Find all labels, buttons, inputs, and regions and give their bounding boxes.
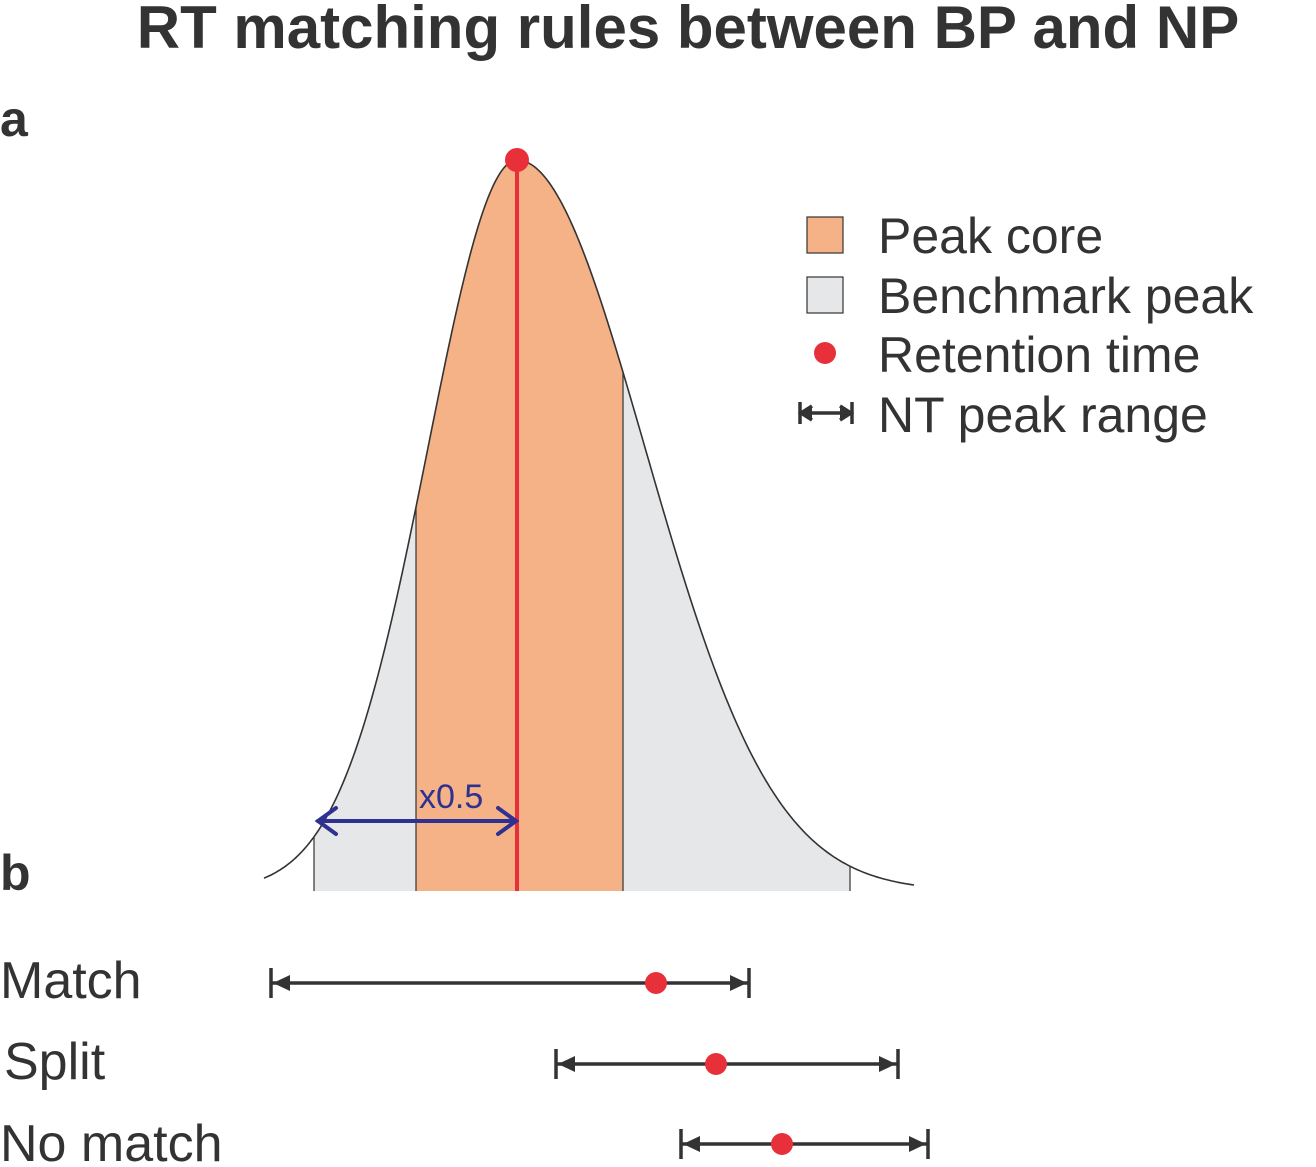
retention-time-split [705, 1053, 727, 1075]
legend-label-retention-time: Retention time [878, 327, 1200, 383]
legend-label-nt-peak-range: NT peak range [878, 387, 1208, 443]
retention-time-match [645, 972, 667, 994]
half-width-arrow [314, 806, 520, 836]
panel-label-a: a [0, 91, 29, 147]
panel-label-b: b [0, 845, 31, 901]
legend-marker-retention-time [814, 342, 836, 364]
legend-label-peak-core: Peak core [878, 208, 1103, 264]
peak-curve [263, 159, 915, 886]
legend-label-benchmark-peak: Benchmark peak [878, 268, 1254, 324]
retention-time-no-match [771, 1133, 793, 1155]
row-label-match: Match [0, 952, 142, 1010]
half-width-label: x0.5 [419, 778, 483, 816]
row-label-no-match: No match [0, 1115, 223, 1167]
legend-marker-nt-peak-range [797, 402, 855, 424]
nt-range-match [269, 968, 751, 998]
nt-range-no-match [679, 1129, 930, 1159]
diagram-title: RT matching rules between BP and NP [137, 0, 1239, 61]
legend-swatch-benchmark-peak [806, 276, 844, 314]
peak-core-region [415, 160, 624, 891]
legend-swatch-peak-core [806, 216, 844, 254]
peak-apex-retention-time [505, 148, 529, 172]
row-label-split: Split [4, 1033, 106, 1091]
